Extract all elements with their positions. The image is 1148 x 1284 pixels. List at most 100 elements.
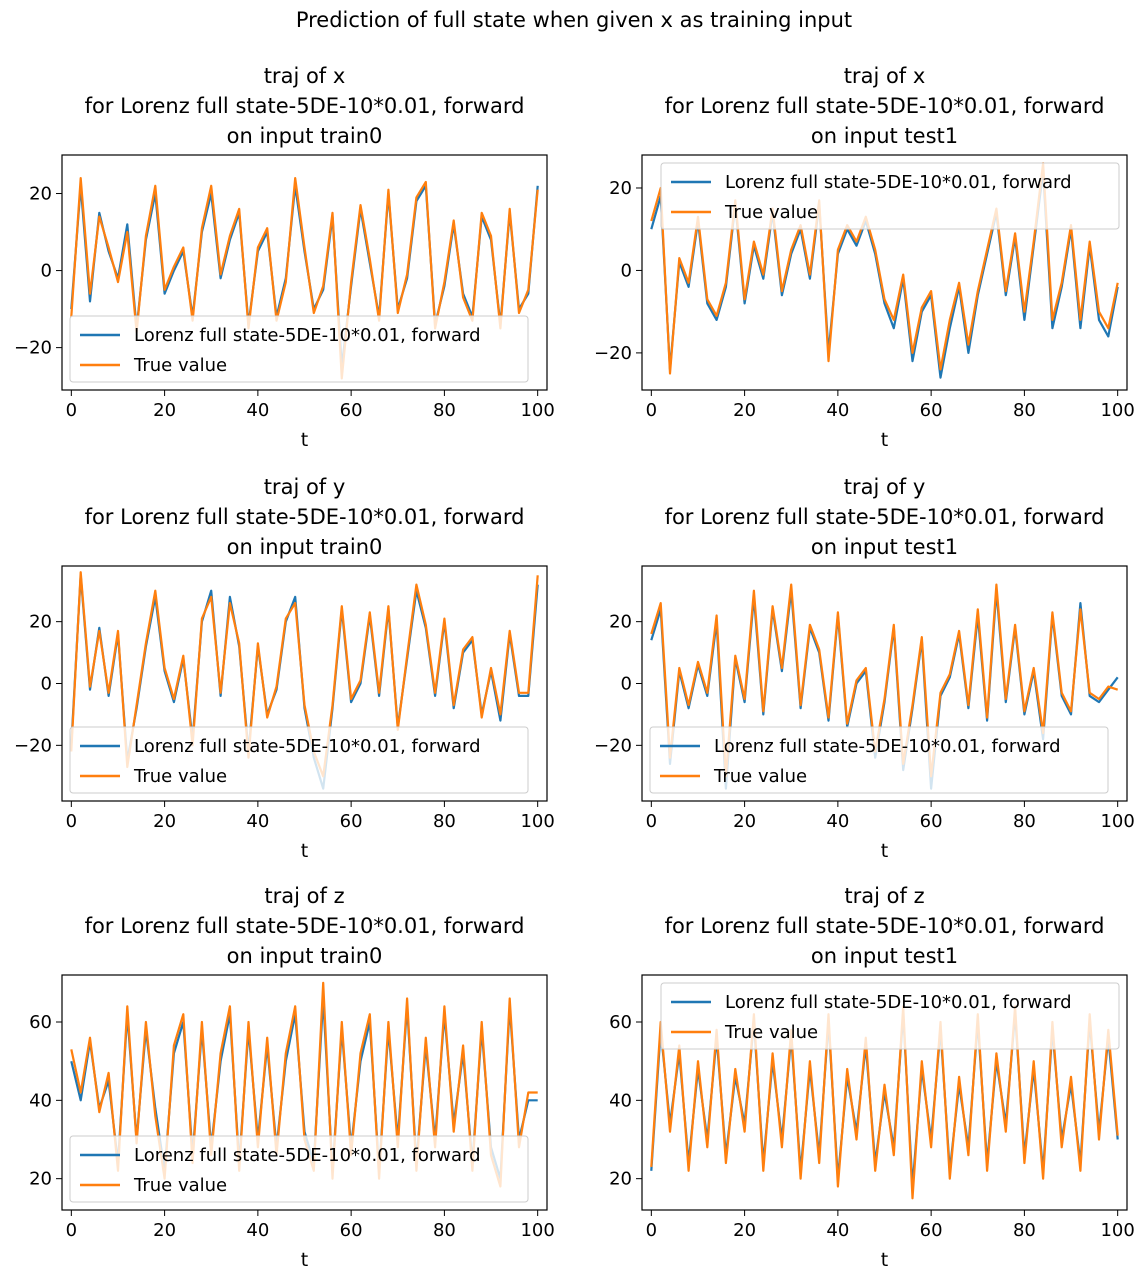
x-tick-label: 20 <box>153 811 176 832</box>
series-line-true-value <box>70 571 539 778</box>
legend-box <box>69 726 529 794</box>
subplot-title-line: for Lorenz full state-5DE-10*0.01, forwa… <box>85 94 525 118</box>
legend-box <box>660 162 1120 230</box>
x-tick-label: 80 <box>1013 1220 1036 1241</box>
axes-frame <box>641 154 1128 391</box>
legend: Lorenz full state-5DE-10*0.01, forward Tr… <box>660 162 1120 230</box>
legend-box <box>69 1135 529 1203</box>
x-tick-label: 0 <box>66 1220 77 1241</box>
x-tick-label: 100 <box>520 811 554 832</box>
subplot-3: traj of y for Lorenz full state-5DE-10*0.… <box>14 475 555 862</box>
legend-label: True value <box>724 202 818 223</box>
x-tick-label: 80 <box>1013 400 1036 421</box>
x-tick-label: 40 <box>826 1220 849 1241</box>
legend-label: Lorenz full state-5DE-10*0.01, forward <box>725 172 1072 193</box>
legend-box <box>69 315 529 383</box>
x-axis-label: t <box>881 1249 888 1271</box>
subplot-5: traj of z for Lorenz full state-5DE-10*0.… <box>29 884 555 1271</box>
x-tick-label: 40 <box>246 1220 269 1241</box>
legend-label: Lorenz full state-5DE-10*0.01, forward <box>714 736 1061 757</box>
x-tick-label: 40 <box>826 811 849 832</box>
subplot-title-line: traj of z <box>264 884 344 908</box>
y-tick-label: 20 <box>29 1169 52 1190</box>
y-tick-label: −20 <box>14 338 52 359</box>
plot-area <box>70 177 539 380</box>
legend-label: True value <box>724 1022 818 1043</box>
y-tick-label: 20 <box>29 184 52 205</box>
legend-label: True value <box>133 766 227 787</box>
legend: Lorenz full state-5DE-10*0.01, forward Tr… <box>69 1135 529 1203</box>
y-tick-label: 40 <box>609 1090 632 1111</box>
x-tick-label: 20 <box>153 400 176 421</box>
x-tick-label: 100 <box>1100 400 1134 421</box>
y-tick-label: 60 <box>29 1012 52 1033</box>
legend: Lorenz full state-5DE-10*0.01, forward Tr… <box>69 315 529 383</box>
legend-label: True value <box>713 766 807 787</box>
axes-frame <box>61 974 548 1211</box>
x-tick-label: 0 <box>646 811 657 832</box>
y-tick-label: 0 <box>621 260 632 281</box>
axes-frame <box>641 974 1128 1211</box>
x-tick-label: 20 <box>153 1220 176 1241</box>
subplot-title-line: traj of y <box>844 475 926 499</box>
legend-box <box>649 726 1109 794</box>
y-tick-label: −20 <box>14 735 52 756</box>
subplot-6: traj of z for Lorenz full state-5DE-10*0.… <box>609 884 1135 1271</box>
subplot-title-line: on input test1 <box>811 124 958 148</box>
legend: Lorenz full state-5DE-10*0.01, forward Tr… <box>660 982 1120 1050</box>
y-tick-label: −20 <box>594 343 632 364</box>
legend-label: Lorenz full state-5DE-10*0.01, forward <box>134 736 481 757</box>
y-tick-label: 20 <box>609 612 632 633</box>
legend-label: Lorenz full state-5DE-10*0.01, forward <box>725 992 1072 1013</box>
legend: Lorenz full state-5DE-10*0.01, forward Tr… <box>69 726 529 794</box>
x-axis-label: t <box>301 429 308 451</box>
x-axis-label: t <box>881 429 888 451</box>
subplot-title-line: traj of y <box>264 475 346 499</box>
plot-area <box>70 571 539 790</box>
series-line-true-value <box>650 1005 1119 1200</box>
axes-frame <box>61 154 548 391</box>
subplot-title-line: on input test1 <box>811 944 958 968</box>
x-tick-label: 60 <box>340 400 363 421</box>
legend: Lorenz full state-5DE-10*0.01, forward Tr… <box>649 726 1109 794</box>
subplot-title-line: on input train0 <box>227 124 383 148</box>
x-tick-label: 80 <box>433 1220 456 1241</box>
legend-box <box>660 982 1120 1050</box>
subplot-title-line: traj of x <box>844 64 926 88</box>
x-tick-label: 20 <box>733 400 756 421</box>
x-axis-label: t <box>881 840 888 862</box>
y-tick-label: 20 <box>609 1169 632 1190</box>
x-tick-label: 100 <box>1100 1220 1134 1241</box>
x-tick-label: 100 <box>520 1220 554 1241</box>
subplot-title-line: for Lorenz full state-5DE-10*0.01, forwa… <box>85 505 525 529</box>
y-tick-label: −20 <box>594 735 632 756</box>
x-tick-label: 60 <box>340 811 363 832</box>
subplot-1: traj of x for Lorenz full state-5DE-10*0.… <box>14 64 555 451</box>
subplot-4: traj of y for Lorenz full state-5DE-10*0.… <box>594 475 1135 862</box>
subplot-title-line: on input train0 <box>227 535 383 559</box>
series-line-true-value <box>70 177 539 380</box>
x-tick-label: 100 <box>520 400 554 421</box>
x-axis-label: t <box>301 1249 308 1271</box>
x-tick-label: 40 <box>246 811 269 832</box>
y-tick-label: 40 <box>29 1090 52 1111</box>
x-tick-label: 0 <box>646 400 657 421</box>
x-tick-label: 0 <box>66 811 77 832</box>
subplot-title-line: for Lorenz full state-5DE-10*0.01, forwa… <box>665 505 1105 529</box>
y-tick-label: 60 <box>609 1012 632 1033</box>
y-tick-label: 0 <box>621 674 632 695</box>
subplot-title-line: traj of z <box>844 884 924 908</box>
subplot-grid: traj of x for Lorenz full state-5DE-10*0.… <box>14 64 1135 1271</box>
subplot-title-line: on input train0 <box>227 944 383 968</box>
legend-label: True value <box>133 355 227 376</box>
legend-label: True value <box>133 1175 227 1196</box>
x-tick-label: 40 <box>246 400 269 421</box>
x-tick-label: 100 <box>1100 811 1134 832</box>
y-tick-label: 0 <box>41 674 52 695</box>
subplot-title-line: for Lorenz full state-5DE-10*0.01, forwa… <box>665 94 1105 118</box>
y-tick-label: 0 <box>41 261 52 282</box>
x-axis-label: t <box>301 840 308 862</box>
x-tick-label: 60 <box>920 1220 943 1241</box>
